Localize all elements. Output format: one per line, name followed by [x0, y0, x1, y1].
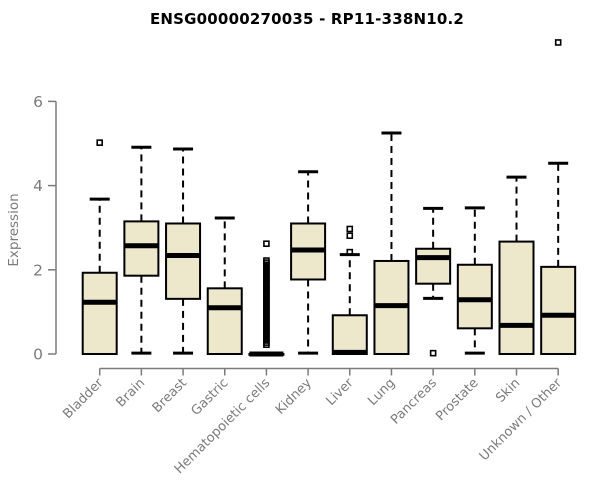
box-brain — [123, 220, 160, 277]
chart-title: ENSG00000270035 - RP11-338N10.2 — [149, 10, 465, 28]
outlier-point-unknown-other — [554, 39, 562, 46]
x-category-label-skin: Skin — [493, 376, 523, 406]
outlier-point-hematopoietic-cells — [263, 240, 270, 247]
box-bladder — [81, 271, 118, 356]
box-pancreas — [415, 247, 452, 285]
x-category-label-bladder: Bladder — [60, 375, 107, 422]
outlier-point-bladder — [96, 139, 103, 146]
x-category-label-kidney: Kidney — [273, 376, 315, 418]
box-unknown-other — [540, 265, 577, 355]
outlier-point-liver — [346, 232, 354, 239]
x-category-label-lung: Lung — [365, 376, 398, 409]
outlier-point-liver — [346, 225, 354, 233]
outlier-point-hematopoietic-cells — [263, 341, 270, 349]
y-tick-label: 0 — [33, 346, 43, 364]
y-tick-label: 4 — [33, 177, 43, 195]
box-breast — [165, 222, 202, 300]
x-category-label-breast: Breast — [150, 376, 190, 416]
x-category-label-pancreas: Pancreas — [388, 376, 440, 428]
outlier-point-liver — [346, 248, 354, 256]
x-category-label-liver: Liver — [323, 375, 357, 409]
box-gastric — [206, 287, 243, 356]
box-skin — [498, 240, 535, 355]
box-liver — [331, 314, 368, 356]
x-category-label-prostate: Prostate — [433, 376, 481, 424]
box-prostate — [456, 263, 493, 330]
outlier-point-pancreas — [429, 349, 437, 357]
x-category-label-brain: Brain — [113, 376, 148, 411]
y-tick-label: 6 — [33, 93, 43, 111]
y-tick-label: 2 — [33, 261, 43, 279]
